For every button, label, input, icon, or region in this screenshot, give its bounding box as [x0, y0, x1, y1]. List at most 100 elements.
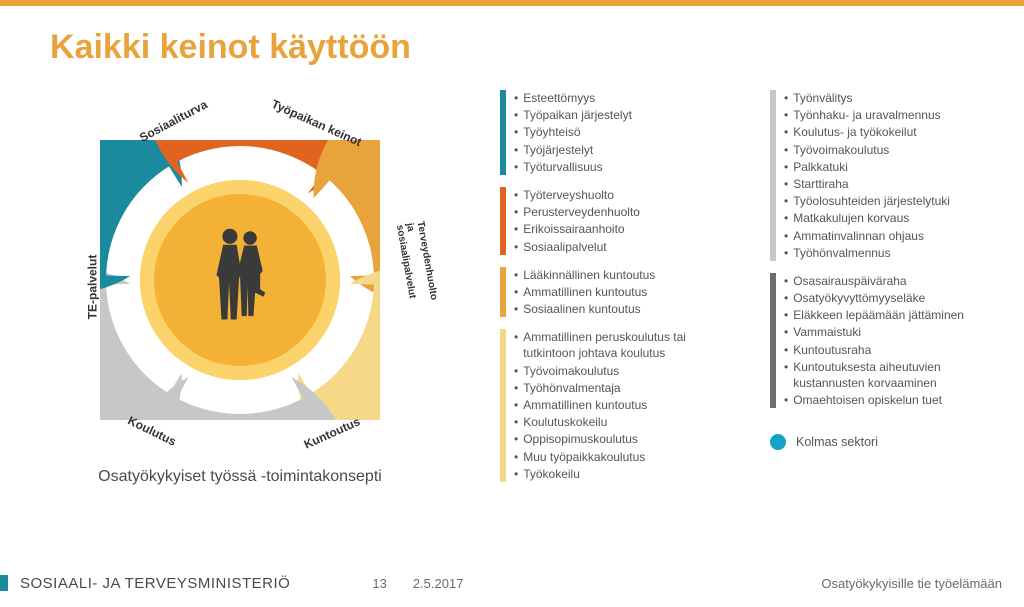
group-color-bar	[500, 187, 506, 255]
list-item-label: Sosiaalinen kuntoutus	[523, 301, 640, 317]
list-group: •Esteettömyys•Työpaikan järjestelyt•Työy…	[500, 90, 740, 175]
footer-date: 2.5.2017	[413, 576, 464, 591]
list-item: •Sosiaalinen kuntoutus	[514, 301, 655, 317]
bullet-icon: •	[784, 142, 788, 158]
list-group: •Ammatillinen peruskoulutus tai tutkinto…	[500, 329, 740, 482]
bullet-icon: •	[784, 290, 788, 306]
list-item-label: Ammatinvalinnan ohjaus	[793, 228, 924, 244]
list-item-label: Koulutuskokeilu	[523, 414, 607, 430]
list-item: •Matkakulujen korvaus	[784, 210, 950, 226]
list-item-label: Työturvallisuus	[523, 159, 602, 175]
bullet-icon: •	[514, 449, 518, 465]
bullet-icon: •	[784, 124, 788, 140]
list-item-label: Eläkkeen lepäämään jättäminen	[793, 307, 964, 323]
group-color-bar	[770, 273, 776, 409]
list-item: • Ammatillinen kuntoutus	[514, 284, 655, 300]
bullet-icon: •	[514, 466, 518, 482]
list-item: • Työhönvalmennus	[784, 245, 950, 261]
top-accent-bar	[0, 0, 1024, 6]
list-item: • Työturvallisuus	[514, 159, 632, 175]
list-item-label: Kuntoutusraha	[793, 342, 871, 358]
list-item: • Erikoissairaanhoito	[514, 221, 640, 237]
segment-label: Terveydenhuolto ja sosiaalipalvelut	[393, 221, 436, 295]
list-item-label: Palkkatuki	[793, 159, 848, 175]
lists-area: •Esteettömyys•Työpaikan järjestelyt•Työy…	[500, 90, 1010, 482]
legend-dot-icon	[770, 434, 786, 450]
bullet-icon: •	[514, 431, 518, 447]
list-item: • Eläkkeen lepäämään jättäminen	[784, 307, 1010, 323]
bullet-icon: •	[784, 159, 788, 175]
bullet-icon: •	[514, 107, 518, 123]
list-item: •Kuntoutuksesta aiheutuvien kustannusten…	[784, 359, 1010, 391]
list-item: •Kuntoutusraha	[784, 342, 1010, 358]
bullet-icon: •	[514, 239, 518, 255]
bullet-icon: •	[514, 414, 518, 430]
list-item-label: Vammaistuki	[793, 324, 861, 340]
list-item-label: Ammatillinen kuntoutus	[523, 284, 647, 300]
list-item-label: Osasairauspäiväraha	[793, 273, 906, 289]
bullet-icon: •	[514, 159, 518, 175]
list-item-label: Työolosuhteiden järjestelytuki	[793, 193, 950, 209]
bullet-icon: •	[784, 392, 788, 408]
bullet-icon: •	[514, 204, 518, 220]
list-item: • Sosiaalipalvelut	[514, 239, 640, 255]
list-item-label: Koulutus- ja työkokeilut	[793, 124, 916, 140]
bullet-icon: •	[514, 397, 518, 413]
footer-tagline: Osatyökykyisille tie työelämään	[821, 576, 1002, 591]
list-item-label: Työhönvalmennus	[793, 245, 890, 261]
list-item: •Vammaistuki	[784, 324, 1010, 340]
segment-label: TE-palvelut	[85, 255, 99, 320]
list-item: •Työolosuhteiden järjestelytuki	[784, 193, 950, 209]
list-item: •Ammatillinen peruskoulutus tai tutkinto…	[514, 329, 740, 361]
group-color-bar	[500, 329, 506, 482]
list-item: • Muu työpaikkakoulutus	[514, 449, 740, 465]
list-item: •Työterveyshuolto	[514, 187, 640, 203]
list-item-label: Perusterveydenhuolto	[523, 204, 640, 220]
list-item-label: Lääkinnällinen kuntoutus	[523, 267, 655, 283]
list-item-label: Työjärjestelyt	[523, 142, 593, 158]
diagram-caption: Osatyökykyiset työssä -toimintakonsepti	[50, 468, 430, 486]
list-item: •Työvoimakoulutus	[514, 363, 740, 379]
bullet-icon: •	[514, 284, 518, 300]
list-item-label: Sosiaalipalvelut	[523, 239, 606, 255]
footer: SOSIAALI- JA TERVEYSMINISTERIÖ 13 2.5.20…	[0, 567, 1024, 599]
list-group: • Osasairauspäiväraha • Osatyökyvyttömyysel…	[770, 273, 1010, 409]
page-title: Kaikki keinot käyttöön	[50, 28, 411, 67]
list-item: •Lääkinnällinen kuntoutus	[514, 267, 655, 283]
list-item: •Esteettömyys	[514, 90, 632, 106]
list-item-label: Starttiraha	[793, 176, 848, 192]
bullet-icon: •	[784, 307, 788, 323]
bullet-icon: •	[784, 245, 788, 261]
footer-marker	[0, 575, 8, 591]
bullet-icon: •	[514, 221, 518, 237]
list-item: • Osatyökyvyttömyyseläke	[784, 290, 1010, 306]
list-item-label: Muu työpaikkakoulutus	[523, 449, 645, 465]
bullet-icon: •	[784, 176, 788, 192]
list-item: •Työhönvalmentaja	[514, 380, 740, 396]
bullet-icon: •	[784, 228, 788, 244]
list-item: • Omaehtoisen opiskelun tuet	[784, 392, 1010, 408]
bullet-icon: •	[514, 363, 518, 379]
list-item: •Työkokeilu	[514, 466, 740, 482]
ministry-name: SOSIAALI- JA TERVEYSMINISTERIÖ	[20, 575, 290, 592]
list-item-label: Ammatillinen kuntoutus	[523, 397, 647, 413]
list-item: • Ammatillinen kuntoutus	[514, 397, 740, 413]
list-item: •Työnhaku- ja uravalmennus	[784, 107, 950, 123]
list-column-right: •Työnvälitys•Työnhaku- ja uravalmennus•K…	[770, 90, 1010, 482]
list-item: • Koulutuskokeilu	[514, 414, 740, 430]
list-item-label: Kuntoutuksesta aiheutuvien kustannusten …	[793, 359, 1010, 391]
list-item-label: Työnvälitys	[793, 90, 852, 106]
list-group: •Lääkinnällinen kuntoutus• Ammatillinen k…	[500, 267, 740, 318]
bullet-icon: •	[514, 124, 518, 140]
page-number: 13	[372, 576, 386, 591]
list-item-label: Omaehtoisen opiskelun tuet	[793, 392, 942, 408]
list-item-label: Erikoissairaanhoito	[523, 221, 624, 237]
legend-label: Kolmas sektori	[796, 435, 878, 449]
list-item-label: Työyhteisö	[523, 124, 580, 140]
group-color-bar	[500, 267, 506, 318]
bullet-icon: •	[514, 142, 518, 158]
legend: Kolmas sektori	[770, 434, 1010, 450]
list-item-label: Työvoimakoulutus	[793, 142, 889, 158]
list-item-label: Osatyökyvyttömyyseläke	[793, 290, 925, 306]
group-color-bar	[770, 90, 776, 261]
